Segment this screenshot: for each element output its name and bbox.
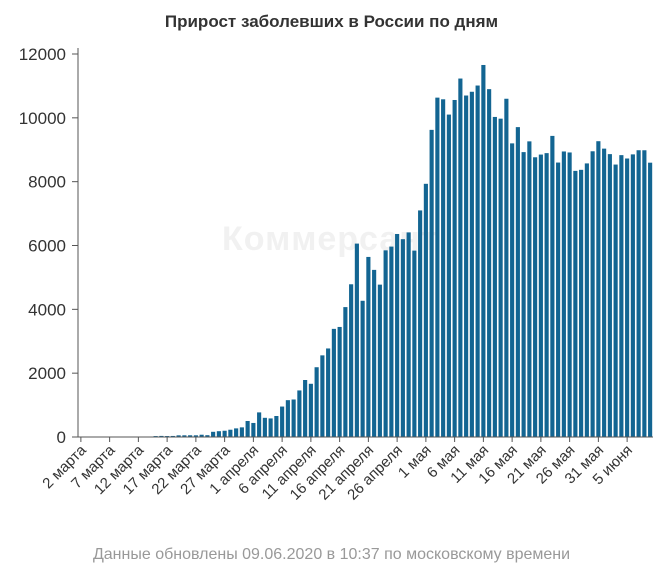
bar: 20 апреля: 4268 bbox=[360, 300, 365, 437]
bar: 2 июня: 8863 bbox=[607, 154, 612, 437]
chart-title: Прирост заболевших в России по дням bbox=[164, 12, 499, 31]
bars: 2 марта: 13 марта: 14 марта: 05 марта: 0… bbox=[78, 64, 653, 438]
bar: 1 июня: 9035 bbox=[602, 148, 607, 437]
bar: 19 апреля: 6060 bbox=[354, 243, 359, 437]
bar: 4 мая: 10581 bbox=[441, 99, 446, 437]
bar: 1 апреля: 440 bbox=[251, 422, 256, 437]
bar: 18 марта: 33 bbox=[170, 435, 175, 437]
bar: 14 мая: 9974 bbox=[498, 118, 503, 437]
bar: 19 марта: 52 bbox=[176, 435, 181, 437]
bar: 29 марта: 270 bbox=[234, 428, 239, 437]
y-tick-label: 8000 bbox=[28, 173, 66, 192]
bar: 9 апреля: 1459 bbox=[297, 390, 302, 437]
bar: 8 апреля: 1175 bbox=[291, 399, 296, 437]
y-tick-label: 6000 bbox=[28, 237, 66, 256]
bar: 6 мая: 10559 bbox=[452, 99, 457, 438]
bar: 16 мая: 9200 bbox=[510, 143, 515, 437]
y-tick-label: 10000 bbox=[19, 109, 66, 128]
bar: 25 мая: 8946 bbox=[561, 151, 566, 437]
bar: 23 мая: 9434 bbox=[550, 135, 555, 437]
bar: 19 мая: 9263 bbox=[527, 141, 532, 438]
y-tick-label: 4000 bbox=[28, 300, 66, 319]
bar: 30 апреля: 7099 bbox=[418, 210, 423, 437]
bar: 8 июня: 8984 bbox=[642, 150, 647, 437]
bar: 11 мая: 11656 bbox=[481, 64, 486, 437]
footer-note: Данные обновлены 09.06.2020 в 10:37 по м… bbox=[92, 546, 571, 563]
bar: 28 мая: 8371 bbox=[579, 169, 584, 437]
bar: 3 мая: 10633 bbox=[435, 97, 440, 437]
bar: 23 апреля: 4774 bbox=[377, 284, 382, 437]
bar: 31 марта: 501 bbox=[245, 421, 250, 437]
bar: 22 мая: 8894 bbox=[544, 153, 549, 437]
bar: 30 марта: 302 bbox=[239, 427, 244, 437]
bar: 22 марта: 53 bbox=[193, 435, 198, 437]
bar: 10 апреля: 1786 bbox=[303, 380, 308, 437]
y-tick-label: 2000 bbox=[28, 364, 66, 383]
bar: 16 марта: 34 bbox=[159, 435, 164, 437]
y-tick-label: 12000 bbox=[19, 45, 66, 64]
bar: 10 мая: 11012 bbox=[475, 85, 480, 437]
bar: 13 мая: 10028 bbox=[492, 116, 497, 437]
bar: 4 апреля: 582 bbox=[268, 418, 273, 437]
bar: 7 июня: 8985 bbox=[636, 150, 641, 438]
bar: 13 апреля: 2558 bbox=[320, 355, 325, 437]
bar: 9 июня: 8595 bbox=[648, 162, 653, 437]
bar: 21 мая: 8849 bbox=[538, 154, 543, 437]
bar: 24 мая: 8599 bbox=[556, 162, 561, 438]
bar: 17 мая: 9709 bbox=[515, 127, 520, 438]
bar: 22 апреля: 5236 bbox=[372, 269, 377, 437]
bar: 26 мая: 8915 bbox=[567, 152, 572, 437]
bar: 21 апреля: 5642 bbox=[366, 256, 371, 437]
bar: 14 апреля: 2774 bbox=[326, 348, 331, 437]
bar: 5 апреля: 658 bbox=[274, 416, 279, 437]
bar: 12 апреля: 2186 bbox=[314, 367, 319, 437]
bar: 17 апреля: 4070 bbox=[343, 307, 348, 437]
bar: 3 июня: 8536 bbox=[613, 164, 618, 437]
bar: 27 мая: 8338 bbox=[573, 170, 578, 437]
bar: 8 мая: 10699 bbox=[464, 95, 469, 438]
bar: 11 апреля: 1667 bbox=[308, 383, 313, 437]
bar: 26 марта: 182 bbox=[216, 431, 221, 437]
bar: 21 марта: 54 bbox=[188, 435, 193, 437]
bar: 15 апреля: 3388 bbox=[331, 328, 336, 437]
bar: 2 апреля: 771 bbox=[257, 412, 262, 437]
bar: 26 апреля: 6361 bbox=[395, 233, 400, 437]
bar: 27 апреля: 6198 bbox=[400, 239, 405, 437]
bar: 12 мая: 10899 bbox=[487, 89, 492, 437]
bar: 28 апреля: 6411 bbox=[406, 232, 411, 437]
bar: 29 мая: 8572 bbox=[584, 163, 589, 437]
bar: 7 мая: 11231 bbox=[458, 78, 463, 437]
bar: 7 апреля: 1154 bbox=[285, 400, 290, 437]
bar: 20 мая: 8764 bbox=[533, 157, 538, 437]
bar: 30 мая: 8952 bbox=[590, 151, 595, 437]
bar: 27 марта: 196 bbox=[222, 430, 227, 437]
bar: 31 мая: 9268 bbox=[596, 141, 601, 437]
bar: 18 апреля: 4785 bbox=[349, 284, 354, 437]
y-axis: 0 2000 4000 6000 8000 10000 12000 bbox=[19, 45, 79, 447]
bar: 18 мая: 8926 bbox=[521, 152, 526, 438]
bar: 16 апреля: 3448 bbox=[337, 326, 342, 437]
bar: 15 мая: 10598 bbox=[504, 98, 509, 437]
bar: 24 марта: 57 bbox=[205, 435, 210, 437]
bar: 24 апреля: 5849 bbox=[383, 250, 388, 437]
bar: 5 июня: 8726 bbox=[625, 158, 630, 437]
bar: 9 мая: 10817 bbox=[469, 91, 474, 437]
y-tick-label: 0 bbox=[57, 428, 66, 447]
bar: 2 мая: 9623 bbox=[429, 129, 434, 437]
bar: 6 июня: 8855 bbox=[630, 154, 635, 437]
bar: 20 марта: 53 bbox=[182, 435, 187, 437]
bar: 25 марта: 163 bbox=[211, 431, 216, 437]
bar: 29 апреля: 5841 bbox=[412, 250, 417, 437]
bar: 6 апреля: 954 bbox=[280, 406, 285, 437]
bar: 25 апреля: 5966 bbox=[389, 246, 394, 437]
bar: 5 мая: 10102 bbox=[446, 114, 451, 437]
bar: 28 марта: 228 bbox=[228, 429, 233, 437]
bar: 4 июня: 8831 bbox=[619, 155, 624, 437]
bar: 23 марта: 71 bbox=[199, 434, 204, 437]
bar: 3 апреля: 601 bbox=[262, 417, 267, 437]
bar: 1 мая: 7933 bbox=[423, 183, 428, 437]
